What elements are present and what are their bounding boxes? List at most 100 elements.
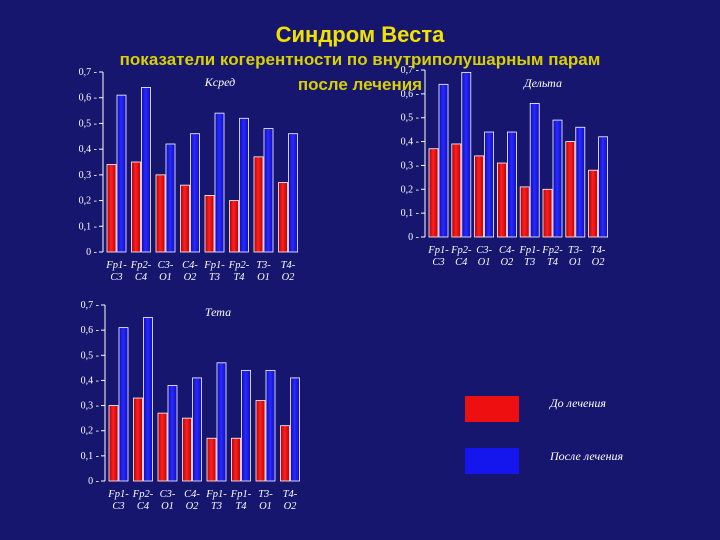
chart-3: 0 - 0,1 - 0,2 - 0,3 - 0,4 - 0,5 - 0,6 - 0,7 - Fp… xyxy=(81,300,300,512)
bar-before xyxy=(496,162,507,238)
bar-after xyxy=(290,377,300,482)
category-label: O1 xyxy=(159,272,172,283)
category-label: O1 xyxy=(257,272,270,283)
bar-before xyxy=(588,169,598,238)
bar-before xyxy=(519,186,530,238)
y-tick-label: 0,6 - xyxy=(79,93,97,104)
bar-after xyxy=(241,369,251,482)
y-tick-label: 0 - xyxy=(86,247,97,258)
bar-before xyxy=(180,184,190,253)
bar-after xyxy=(265,369,276,482)
category-label: O1 xyxy=(569,257,582,268)
bar-before xyxy=(428,148,439,238)
y-tick-label: 0,4 - xyxy=(401,137,419,148)
bar-before xyxy=(255,400,266,482)
legend-swatch-before xyxy=(465,396,519,422)
bar-before xyxy=(542,188,553,238)
bar-after xyxy=(288,133,298,253)
y-tick-label: 0,7 - xyxy=(401,65,419,76)
bar-after xyxy=(167,385,178,482)
bar-after xyxy=(190,133,200,253)
category-label: Fp1- xyxy=(105,260,127,271)
bar-after xyxy=(552,119,563,238)
category-label: Fp1- xyxy=(230,489,252,500)
category-label: Fp1- xyxy=(205,489,227,500)
category-label: T4 xyxy=(547,257,559,268)
bar-after xyxy=(461,71,472,238)
category-label: Fp1- xyxy=(518,245,540,256)
bar-after xyxy=(116,94,127,253)
bar-after xyxy=(598,136,608,238)
y-tick-label: 0,4 - xyxy=(79,144,97,155)
bar-before xyxy=(253,156,264,253)
category-label: C3 xyxy=(112,501,124,512)
category-label: C3- xyxy=(158,260,174,271)
y-tick-label: 0,6 - xyxy=(81,325,99,336)
bar-after xyxy=(575,126,586,238)
category-label: T3 xyxy=(211,501,222,512)
category-label: Fp1- xyxy=(107,489,129,500)
bar-before xyxy=(131,161,141,253)
bar-before xyxy=(133,397,143,482)
chart-title: Дельта xyxy=(523,76,562,90)
y-tick-label: 0,6 - xyxy=(401,89,419,100)
y-tick-label: 0 - xyxy=(408,232,419,243)
bar-before xyxy=(280,425,290,482)
bar-after xyxy=(438,83,449,238)
bar-after xyxy=(165,143,176,253)
bar-after xyxy=(192,377,202,482)
chart-subtitle-line2: после лечения xyxy=(297,75,423,94)
category-label: O2 xyxy=(592,257,606,268)
bar-before xyxy=(565,141,576,238)
bar-after xyxy=(529,103,540,238)
y-tick-label: 0,4 - xyxy=(81,375,99,386)
bar-before xyxy=(204,195,215,253)
category-label: C4 xyxy=(455,257,468,268)
category-label: T3- xyxy=(568,245,583,256)
chart-subtitle: показатели когерентности по внутриполуша… xyxy=(119,50,601,69)
bar-before xyxy=(278,182,288,253)
bar-after xyxy=(506,131,517,238)
category-label: O1 xyxy=(478,257,491,268)
category-label: T3- xyxy=(258,489,273,500)
category-label: C4 xyxy=(137,501,150,512)
category-label: O2 xyxy=(186,501,200,512)
bar-before xyxy=(451,143,462,238)
category-label: Fp2- xyxy=(228,260,250,271)
category-label: Fp2- xyxy=(541,245,563,256)
legend-label-before: До лечения xyxy=(550,396,606,410)
category-label: C3- xyxy=(476,245,492,256)
y-tick-label: 0,2 - xyxy=(79,196,97,207)
category-label: O2 xyxy=(500,257,514,268)
bar-after xyxy=(484,131,495,238)
bar-before xyxy=(108,405,119,482)
y-tick-label: 0,3 - xyxy=(401,160,419,171)
bar-before xyxy=(206,437,217,482)
chart-title: Тета xyxy=(205,305,231,319)
y-tick-label: 0,5 - xyxy=(401,113,419,124)
bar-after xyxy=(118,327,129,482)
legend-swatch-after xyxy=(465,448,519,474)
category-label: O2 xyxy=(184,272,198,283)
y-tick-label: 0,5 - xyxy=(79,118,97,129)
bar-before xyxy=(474,155,485,238)
y-tick-label: 0 - xyxy=(88,476,99,487)
category-label: Fp1- xyxy=(427,245,449,256)
bar-before xyxy=(229,200,239,253)
y-tick-label: 0,5 - xyxy=(81,350,99,361)
category-label: T4 xyxy=(233,272,245,283)
category-label: T3- xyxy=(256,260,271,271)
category-label: C3 xyxy=(432,257,444,268)
category-label: T4- xyxy=(591,245,606,256)
y-tick-label: 0,2 - xyxy=(401,184,419,195)
category-label: Fp2- xyxy=(130,260,152,271)
category-label: Fp2- xyxy=(132,489,154,500)
bar-after xyxy=(239,117,249,253)
chart-2: 0 - 0,1 - 0,2 - 0,3 - 0,4 - 0,5 - 0,6 - 0,7 - Fp… xyxy=(401,65,608,268)
bar-before xyxy=(231,437,241,482)
y-tick-label: 0,1 - xyxy=(81,451,99,462)
bar-after xyxy=(214,112,225,253)
y-tick-label: 0,1 - xyxy=(401,208,419,219)
category-label: C4- xyxy=(184,489,200,500)
category-label: C3 xyxy=(110,272,122,283)
